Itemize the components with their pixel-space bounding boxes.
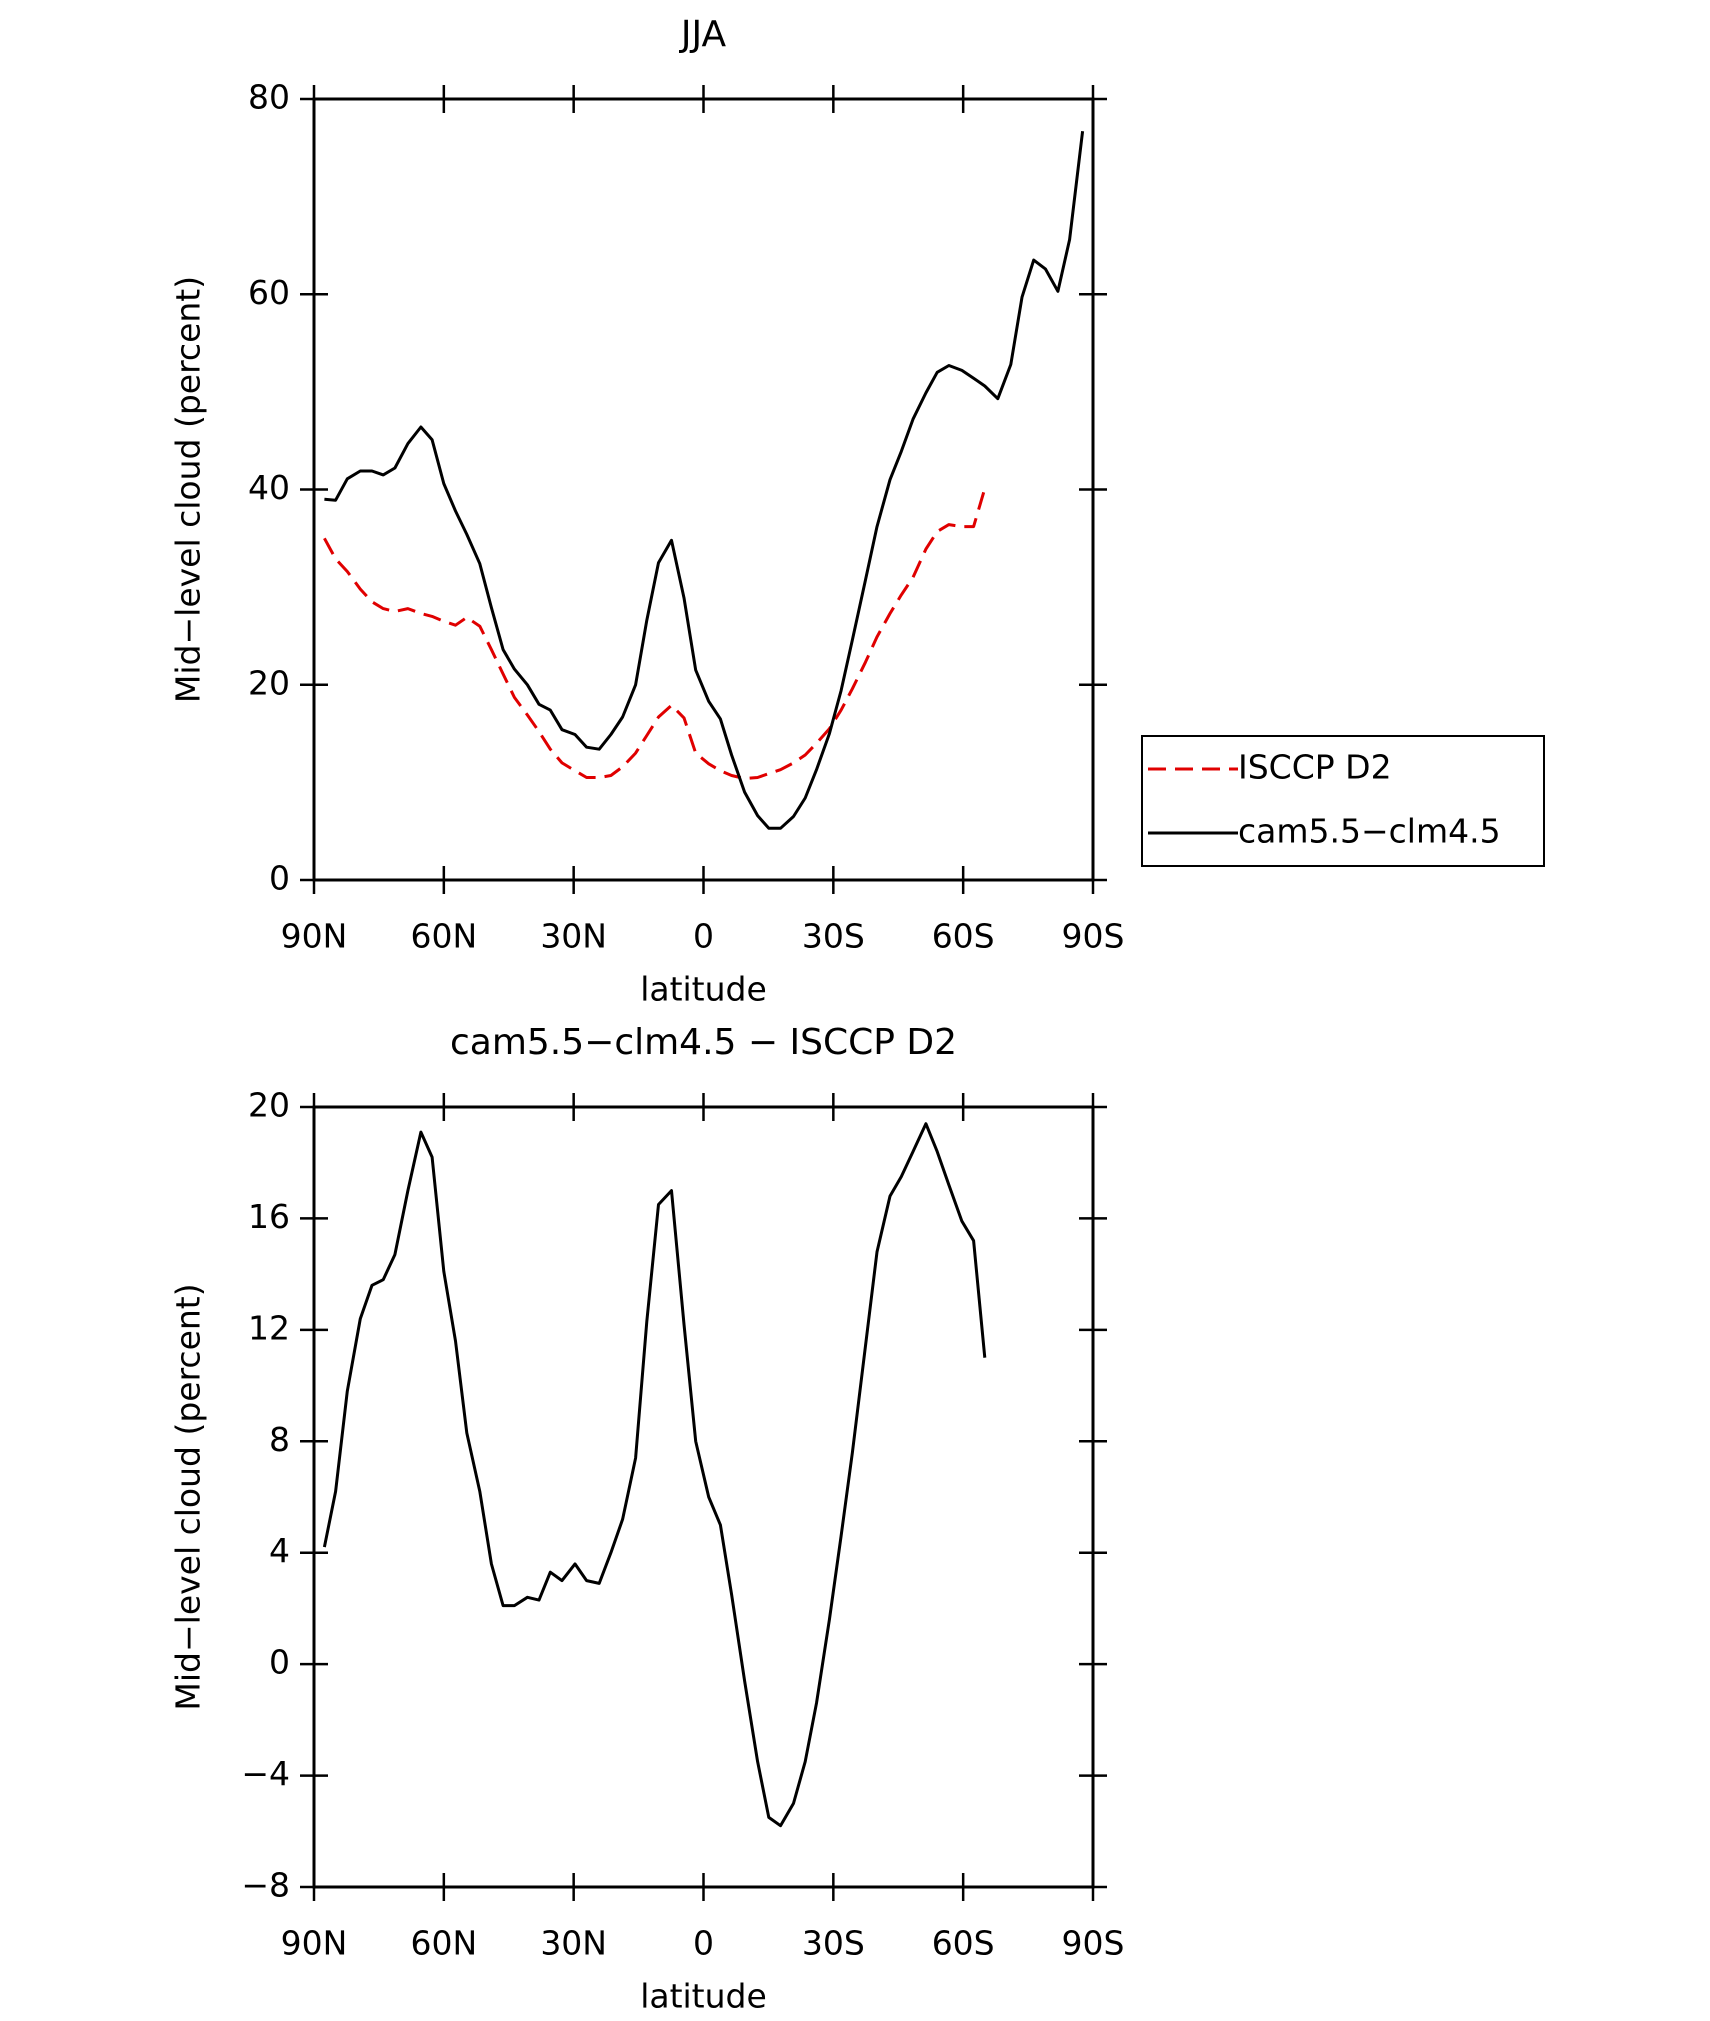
legend-label: cam5.5−clm4.5 xyxy=(1238,812,1501,851)
series-line xyxy=(323,488,987,780)
y-axis-label: Mid−level cloud (percent) xyxy=(169,276,208,703)
y-tick-label: 4 xyxy=(269,1531,290,1570)
y-tick-label: 40 xyxy=(248,468,290,507)
y-tick-label: 0 xyxy=(269,1643,290,1682)
x-tick-label: 90N xyxy=(281,917,348,956)
x-tick-label: 30N xyxy=(540,1924,607,1963)
plot-frame xyxy=(312,97,1095,882)
y-tick-label: 60 xyxy=(248,273,290,312)
x-tick-label: 0 xyxy=(693,1924,714,1963)
series-line xyxy=(324,131,1085,830)
legend-box xyxy=(1141,735,1545,867)
x-axis-label: latitude xyxy=(640,1977,767,2016)
x-tick-label: 30N xyxy=(540,917,607,956)
legend-label: ISCCP D2 xyxy=(1238,748,1392,787)
y-tick-label: 80 xyxy=(248,78,290,117)
series-line xyxy=(322,1122,987,1828)
x-tick-label: 90S xyxy=(1062,917,1125,956)
x-tick-label: 90S xyxy=(1062,1924,1125,1963)
x-tick-label: 60S xyxy=(932,917,995,956)
y-tick-label: 8 xyxy=(269,1420,290,1459)
y-axis-label: Mid−level cloud (percent) xyxy=(169,1283,208,1710)
chart-title: cam5.5−clm4.5 − ISCCP D2 xyxy=(450,1022,957,1063)
y-tick-label: 16 xyxy=(248,1197,290,1236)
chart-title: JJA xyxy=(679,14,727,55)
y-tick-label: 20 xyxy=(248,1086,290,1125)
x-tick-label: 90N xyxy=(281,1924,348,1963)
y-tick-label: 0 xyxy=(269,859,290,898)
x-tick-label: 0 xyxy=(693,917,714,956)
x-tick-label: 60S xyxy=(932,1924,995,1963)
x-axis-label: latitude xyxy=(640,970,767,1009)
y-tick-label: −4 xyxy=(241,1754,290,1793)
y-tick-label: −8 xyxy=(241,1866,290,1905)
plot-frame xyxy=(312,1105,1095,1889)
y-tick-label: 12 xyxy=(248,1308,290,1347)
x-tick-label: 60N xyxy=(410,1924,477,1963)
x-tick-label: 60N xyxy=(410,917,477,956)
x-tick-label: 30S xyxy=(802,1924,865,1963)
y-tick-label: 20 xyxy=(248,663,290,702)
x-tick-label: 30S xyxy=(802,917,865,956)
